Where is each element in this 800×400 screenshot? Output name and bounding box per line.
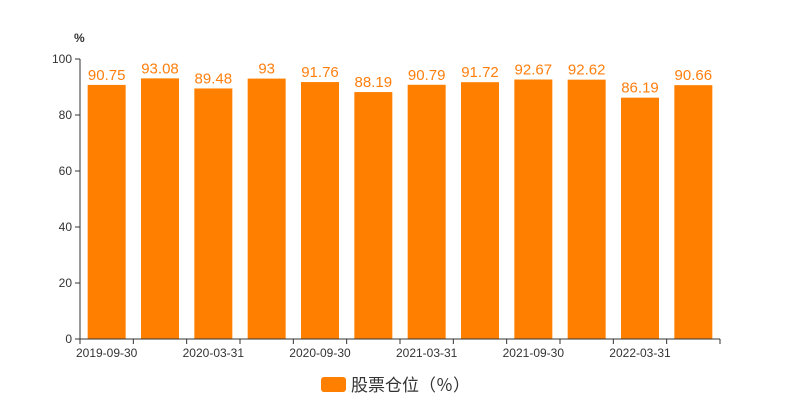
y-tick-label: 100 [52, 52, 72, 66]
bar[interactable] [674, 85, 713, 339]
y-tick-label: 0 [65, 332, 72, 346]
bars [87, 78, 713, 340]
legend-swatch[interactable] [321, 377, 346, 392]
y-tick-label: 80 [59, 108, 73, 122]
bar[interactable] [567, 79, 606, 339]
y-axis-unit-label: % [74, 31, 85, 45]
data-label: 89.48 [195, 70, 233, 87]
data-label: 91.76 [301, 64, 339, 81]
y-tick-label: 60 [59, 164, 73, 178]
data-label: 88.19 [355, 74, 393, 91]
x-tick-label: 2020-09-30 [289, 346, 351, 360]
data-label: 91.72 [461, 64, 499, 81]
x-tick-label: 2021-09-30 [503, 346, 565, 360]
x-axis: 2019-09-30 2020-03-31 2020-09-30 2021-03-31… [76, 338, 721, 360]
legend-label[interactable]: 股票仓位（％） [351, 376, 470, 395]
bar[interactable] [514, 79, 553, 340]
bar[interactable] [141, 78, 179, 339]
bar[interactable] [461, 82, 499, 340]
x-tick-label: 2022-03-31 [609, 346, 671, 360]
bar[interactable] [407, 84, 446, 340]
data-label: 90.66 [675, 67, 713, 84]
x-tick-label: 2019-09-30 [76, 346, 138, 360]
bar[interactable] [354, 92, 393, 340]
y-axis: 0 20 40 60 80 100 [52, 52, 81, 346]
data-label: 90.79 [408, 67, 446, 84]
bar[interactable] [194, 88, 233, 340]
y-tick-label: 20 [59, 276, 73, 290]
data-label: 90.75 [88, 67, 126, 84]
data-label: 92.67 [515, 62, 553, 79]
data-label: 93 [258, 61, 275, 78]
bar[interactable] [247, 78, 286, 339]
legend[interactable]: 股票仓位（％） [321, 376, 470, 395]
y-tick-label: 40 [59, 220, 73, 234]
data-label: 92.62 [568, 62, 606, 79]
data-label: 86.19 [621, 80, 659, 97]
value-labels: 90.75 93.08 89.48 93 91.76 88.19 90.79 91.72 92.… [88, 60, 712, 96]
bar[interactable] [87, 84, 126, 340]
bar[interactable] [621, 97, 659, 339]
data-label: 93.08 [141, 60, 179, 77]
x-tick-label: 2020-03-31 [183, 346, 245, 360]
x-tick-label: 2021-03-31 [396, 346, 458, 360]
bar[interactable] [301, 82, 339, 340]
